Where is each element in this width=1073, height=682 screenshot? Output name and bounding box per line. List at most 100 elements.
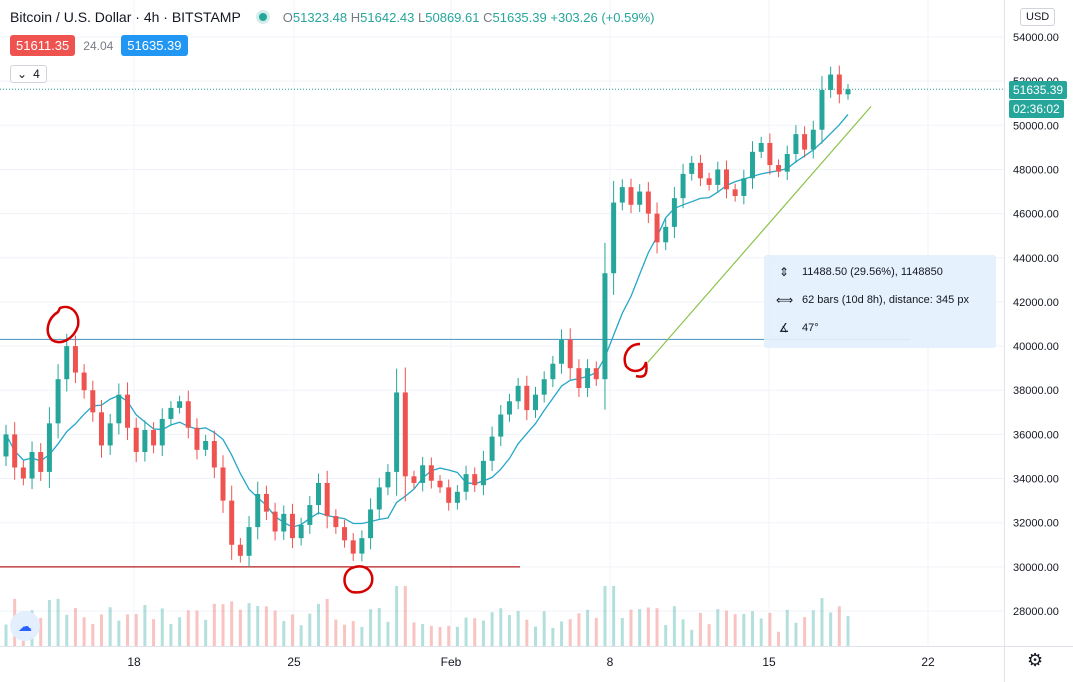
buy-button[interactable]: 51635.39 — [121, 35, 188, 56]
price-tick-label: 32000.00 — [1013, 518, 1059, 530]
tradingview-logo-icon[interactable]: ☁ — [10, 611, 40, 641]
volume-bar — [751, 611, 755, 646]
candle-body — [671, 198, 677, 227]
volume-bar — [551, 627, 555, 646]
chart-legend: Bitcoin / U.S. Dollar · 4h · BITSTAMP O5… — [10, 9, 654, 25]
candle-body — [281, 513, 287, 532]
volume-bar — [655, 608, 659, 646]
volume-bar — [820, 598, 824, 646]
candle-body — [776, 165, 782, 172]
volume-bar — [377, 608, 381, 646]
candle-body — [20, 467, 26, 479]
candle-body — [72, 346, 78, 373]
market-status-icon — [258, 13, 267, 21]
candle-body — [220, 467, 226, 501]
volume-bar — [759, 618, 763, 646]
volume-bar — [386, 621, 390, 646]
bar-countdown-label: 02:36:02 — [1009, 100, 1064, 118]
volume-bar — [308, 613, 312, 646]
volume-bar — [507, 614, 511, 646]
price-tick-label: 50000.00 — [1013, 120, 1059, 132]
volume-bar — [438, 626, 442, 646]
candle-body — [133, 427, 139, 453]
symbol-title[interactable]: Bitcoin / U.S. Dollar · 4h · BITSTAMP — [10, 9, 241, 25]
volume-bar — [126, 614, 130, 646]
candle-body — [663, 226, 669, 243]
volume-bar — [707, 624, 711, 646]
candle-body — [706, 178, 712, 185]
candle-body — [38, 452, 44, 472]
spread-value: 24.04 — [83, 38, 114, 53]
candle-body — [628, 187, 634, 205]
volume-bar — [204, 619, 208, 646]
volume-bar — [178, 617, 182, 646]
volume-bar — [690, 629, 694, 646]
volume-bar — [846, 616, 850, 646]
candle-body — [324, 482, 330, 517]
candle-body — [368, 509, 374, 539]
volume-bar — [186, 610, 190, 646]
vertical-range-icon: ⇕ — [778, 265, 790, 279]
candle-body — [90, 390, 96, 413]
candle-body — [472, 474, 478, 486]
candle-body — [793, 134, 799, 155]
volume-bar — [334, 619, 338, 646]
volume-bar — [351, 621, 355, 646]
candle-body — [237, 544, 243, 556]
candle-body — [602, 273, 608, 380]
volume-bar — [117, 620, 121, 646]
candle-body — [81, 372, 87, 391]
candle-body — [420, 465, 426, 483]
volume-bar — [152, 619, 156, 646]
volume-bar — [212, 603, 216, 646]
candle-body — [541, 379, 547, 395]
gear-icon[interactable]: ⚙ — [1027, 650, 1044, 670]
candle-body — [255, 493, 261, 528]
volume-bar — [264, 606, 268, 646]
volume-bar — [594, 617, 598, 646]
candle-body — [723, 169, 729, 190]
time-tick-label: Feb — [441, 655, 462, 669]
volume-bar — [586, 609, 590, 646]
candle-body — [750, 151, 756, 179]
volume-bar — [603, 586, 607, 646]
price-tick-label: 54000.00 — [1013, 32, 1059, 44]
sell-button[interactable]: 51611.35 — [10, 35, 76, 56]
candle-body — [125, 394, 131, 428]
candle-body — [307, 505, 313, 525]
candle-body — [810, 129, 816, 150]
candle-body — [107, 423, 113, 446]
candle-body — [246, 527, 252, 556]
candle-body — [394, 392, 400, 472]
volume-bar — [134, 613, 138, 646]
candle-body — [168, 407, 174, 419]
candle-body — [350, 540, 356, 554]
angle-text: 47° — [802, 322, 819, 334]
candle-body — [411, 476, 417, 483]
volume-bar — [490, 612, 494, 646]
volume-bar — [316, 603, 320, 646]
volume-bar — [811, 610, 815, 646]
candle-body — [159, 418, 165, 446]
volume-bar — [429, 625, 433, 646]
indicators-toggle[interactable]: ⌄ 4 — [10, 65, 47, 83]
candle-body — [550, 363, 556, 380]
candle-body — [289, 513, 295, 539]
volume-bar — [230, 601, 234, 646]
candle-body — [342, 527, 348, 541]
candle-body — [741, 178, 747, 196]
candle-body — [446, 487, 452, 503]
volume-bar — [629, 609, 633, 646]
candle-body — [55, 379, 61, 424]
ohlc-values: O51323.48 H51642.43 L50869.61 C51635.39 … — [282, 9, 655, 25]
candle-body — [185, 401, 191, 428]
candle-body — [645, 191, 651, 214]
candle-body — [298, 524, 304, 539]
currency-button[interactable]: USD — [1020, 8, 1056, 26]
volume-bar — [499, 608, 503, 646]
candle-body — [828, 74, 834, 90]
candle-body — [29, 452, 35, 479]
candle-body — [593, 368, 599, 380]
annotation-circle-breakout — [623, 342, 648, 378]
